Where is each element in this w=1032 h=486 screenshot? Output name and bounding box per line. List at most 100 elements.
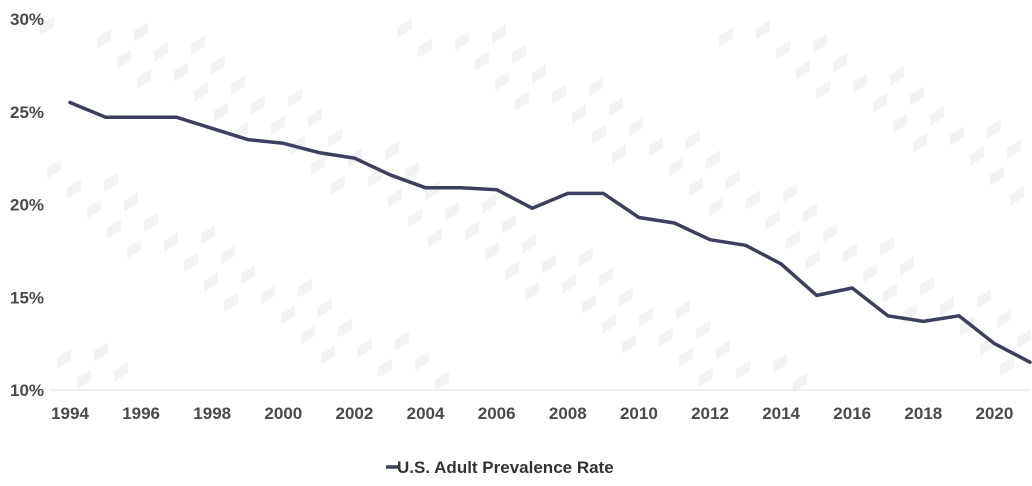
background-texture-shape	[201, 225, 215, 245]
background-texture-shape	[378, 358, 392, 378]
x-tick-label: 1998	[193, 404, 231, 423]
background-texture-shape	[823, 223, 837, 243]
background-texture-shape	[331, 175, 345, 195]
background-texture-shape	[997, 309, 1011, 329]
background-texture-shape	[492, 24, 506, 44]
background-texture-shape	[579, 247, 593, 267]
background-texture-shape	[485, 241, 499, 261]
background-texture-shape	[609, 97, 623, 117]
background-texture-shape	[773, 353, 787, 373]
background-texture-shape	[385, 141, 399, 161]
background-texture-shape	[930, 106, 944, 126]
background-texture-shape	[298, 278, 312, 298]
background-texture-shape	[97, 29, 111, 49]
background-texture-shape	[746, 190, 760, 210]
background-texture-shape	[1007, 139, 1021, 159]
background-texture-shape	[184, 252, 198, 272]
background-texture-shape	[415, 351, 429, 371]
background-texture-shape	[408, 208, 422, 228]
background-texture-shape	[398, 18, 412, 38]
background-texture-shape	[194, 82, 208, 102]
background-texture-shape	[211, 55, 225, 75]
background-texture-shape	[107, 219, 121, 239]
background-texture-shape	[679, 347, 693, 367]
background-texture-shape	[582, 294, 596, 314]
background-texture-shape	[1017, 329, 1031, 349]
background-texture-shape	[47, 159, 61, 179]
background-texture-shape	[512, 44, 526, 64]
background-texture-shape	[910, 86, 924, 106]
background-texture-shape	[428, 228, 442, 248]
background-texture-shape	[622, 334, 636, 354]
background-texture-shape	[833, 53, 847, 73]
background-texture-shape	[990, 166, 1004, 186]
background-texture-shape	[288, 88, 302, 108]
background-texture-shape	[786, 230, 800, 250]
x-tick-label: 2006	[478, 404, 516, 423]
background-texture-shape	[676, 300, 690, 320]
background-texture-shape	[271, 115, 285, 135]
background-texture-shape	[602, 314, 616, 334]
background-texture-shape	[863, 263, 877, 283]
background-texture-shape	[890, 66, 904, 86]
background-texture-shape	[328, 128, 342, 148]
background-texture-shape	[736, 360, 750, 380]
background-texture-shape	[649, 137, 663, 157]
x-tick-label: 2012	[691, 404, 729, 423]
background-texture-shape	[231, 75, 245, 95]
x-tick-label: 2010	[620, 404, 658, 423]
background-texture-shape	[873, 93, 887, 113]
background-texture-shape	[321, 345, 335, 365]
background-texture-shape	[67, 179, 81, 199]
background-texture-shape	[154, 42, 168, 62]
background-texture-shape	[629, 117, 643, 137]
background-texture-shape	[117, 49, 131, 69]
background-texture-shape	[174, 62, 188, 82]
background-texture-shape	[696, 320, 710, 340]
background-texture-shape	[465, 221, 479, 241]
y-axis-ticks: 10%15%20%25%30%	[10, 10, 44, 400]
background-texture-shape	[776, 40, 790, 60]
background-texture-shape	[301, 325, 315, 345]
background-texture-shape	[164, 232, 178, 252]
background-texture-shape	[505, 261, 519, 281]
background-texture-shape	[445, 201, 459, 221]
y-tick-label: 30%	[10, 10, 44, 29]
background-texture-shape	[950, 126, 964, 146]
background-texture-shape	[221, 245, 235, 265]
x-tick-label: 2002	[336, 404, 374, 423]
background-texture-shape	[127, 239, 141, 259]
background-texture-shape	[57, 349, 71, 369]
background-texture-shape	[920, 276, 934, 296]
background-texture-shape	[308, 108, 322, 128]
background-texture-shape	[224, 292, 238, 312]
background-texture-shape	[241, 265, 255, 285]
background-texture-shape	[977, 289, 991, 309]
y-tick-label: 15%	[10, 288, 44, 307]
background-texture-shape	[114, 362, 128, 382]
background-texture-shape	[204, 272, 218, 292]
background-texture-shape	[572, 104, 586, 124]
background-texture-shape	[913, 133, 927, 153]
background-texture-shape	[495, 71, 509, 91]
background-texture-shape	[562, 274, 576, 294]
legend-label: U.S. Adult Prevalence Rate	[397, 458, 614, 477]
background-texture-shape	[214, 102, 228, 122]
background-texture-shape	[686, 130, 700, 150]
background-texture-shape	[1010, 186, 1024, 206]
background-texture-shape	[251, 95, 265, 115]
background-texture-shape	[388, 188, 402, 208]
background-texture-shape	[669, 157, 683, 177]
x-tick-label: 1994	[51, 404, 89, 423]
background-texture-shape	[689, 177, 703, 197]
background-texture-shape	[813, 33, 827, 53]
background-texture-shape	[639, 307, 653, 327]
background-texture-shape	[699, 367, 713, 387]
background-texture-shape	[619, 287, 633, 307]
background-texture-shape	[970, 146, 984, 166]
background-texture-shape	[719, 27, 733, 47]
background-texture-shape	[716, 340, 730, 360]
background-texture-shape	[475, 51, 489, 71]
